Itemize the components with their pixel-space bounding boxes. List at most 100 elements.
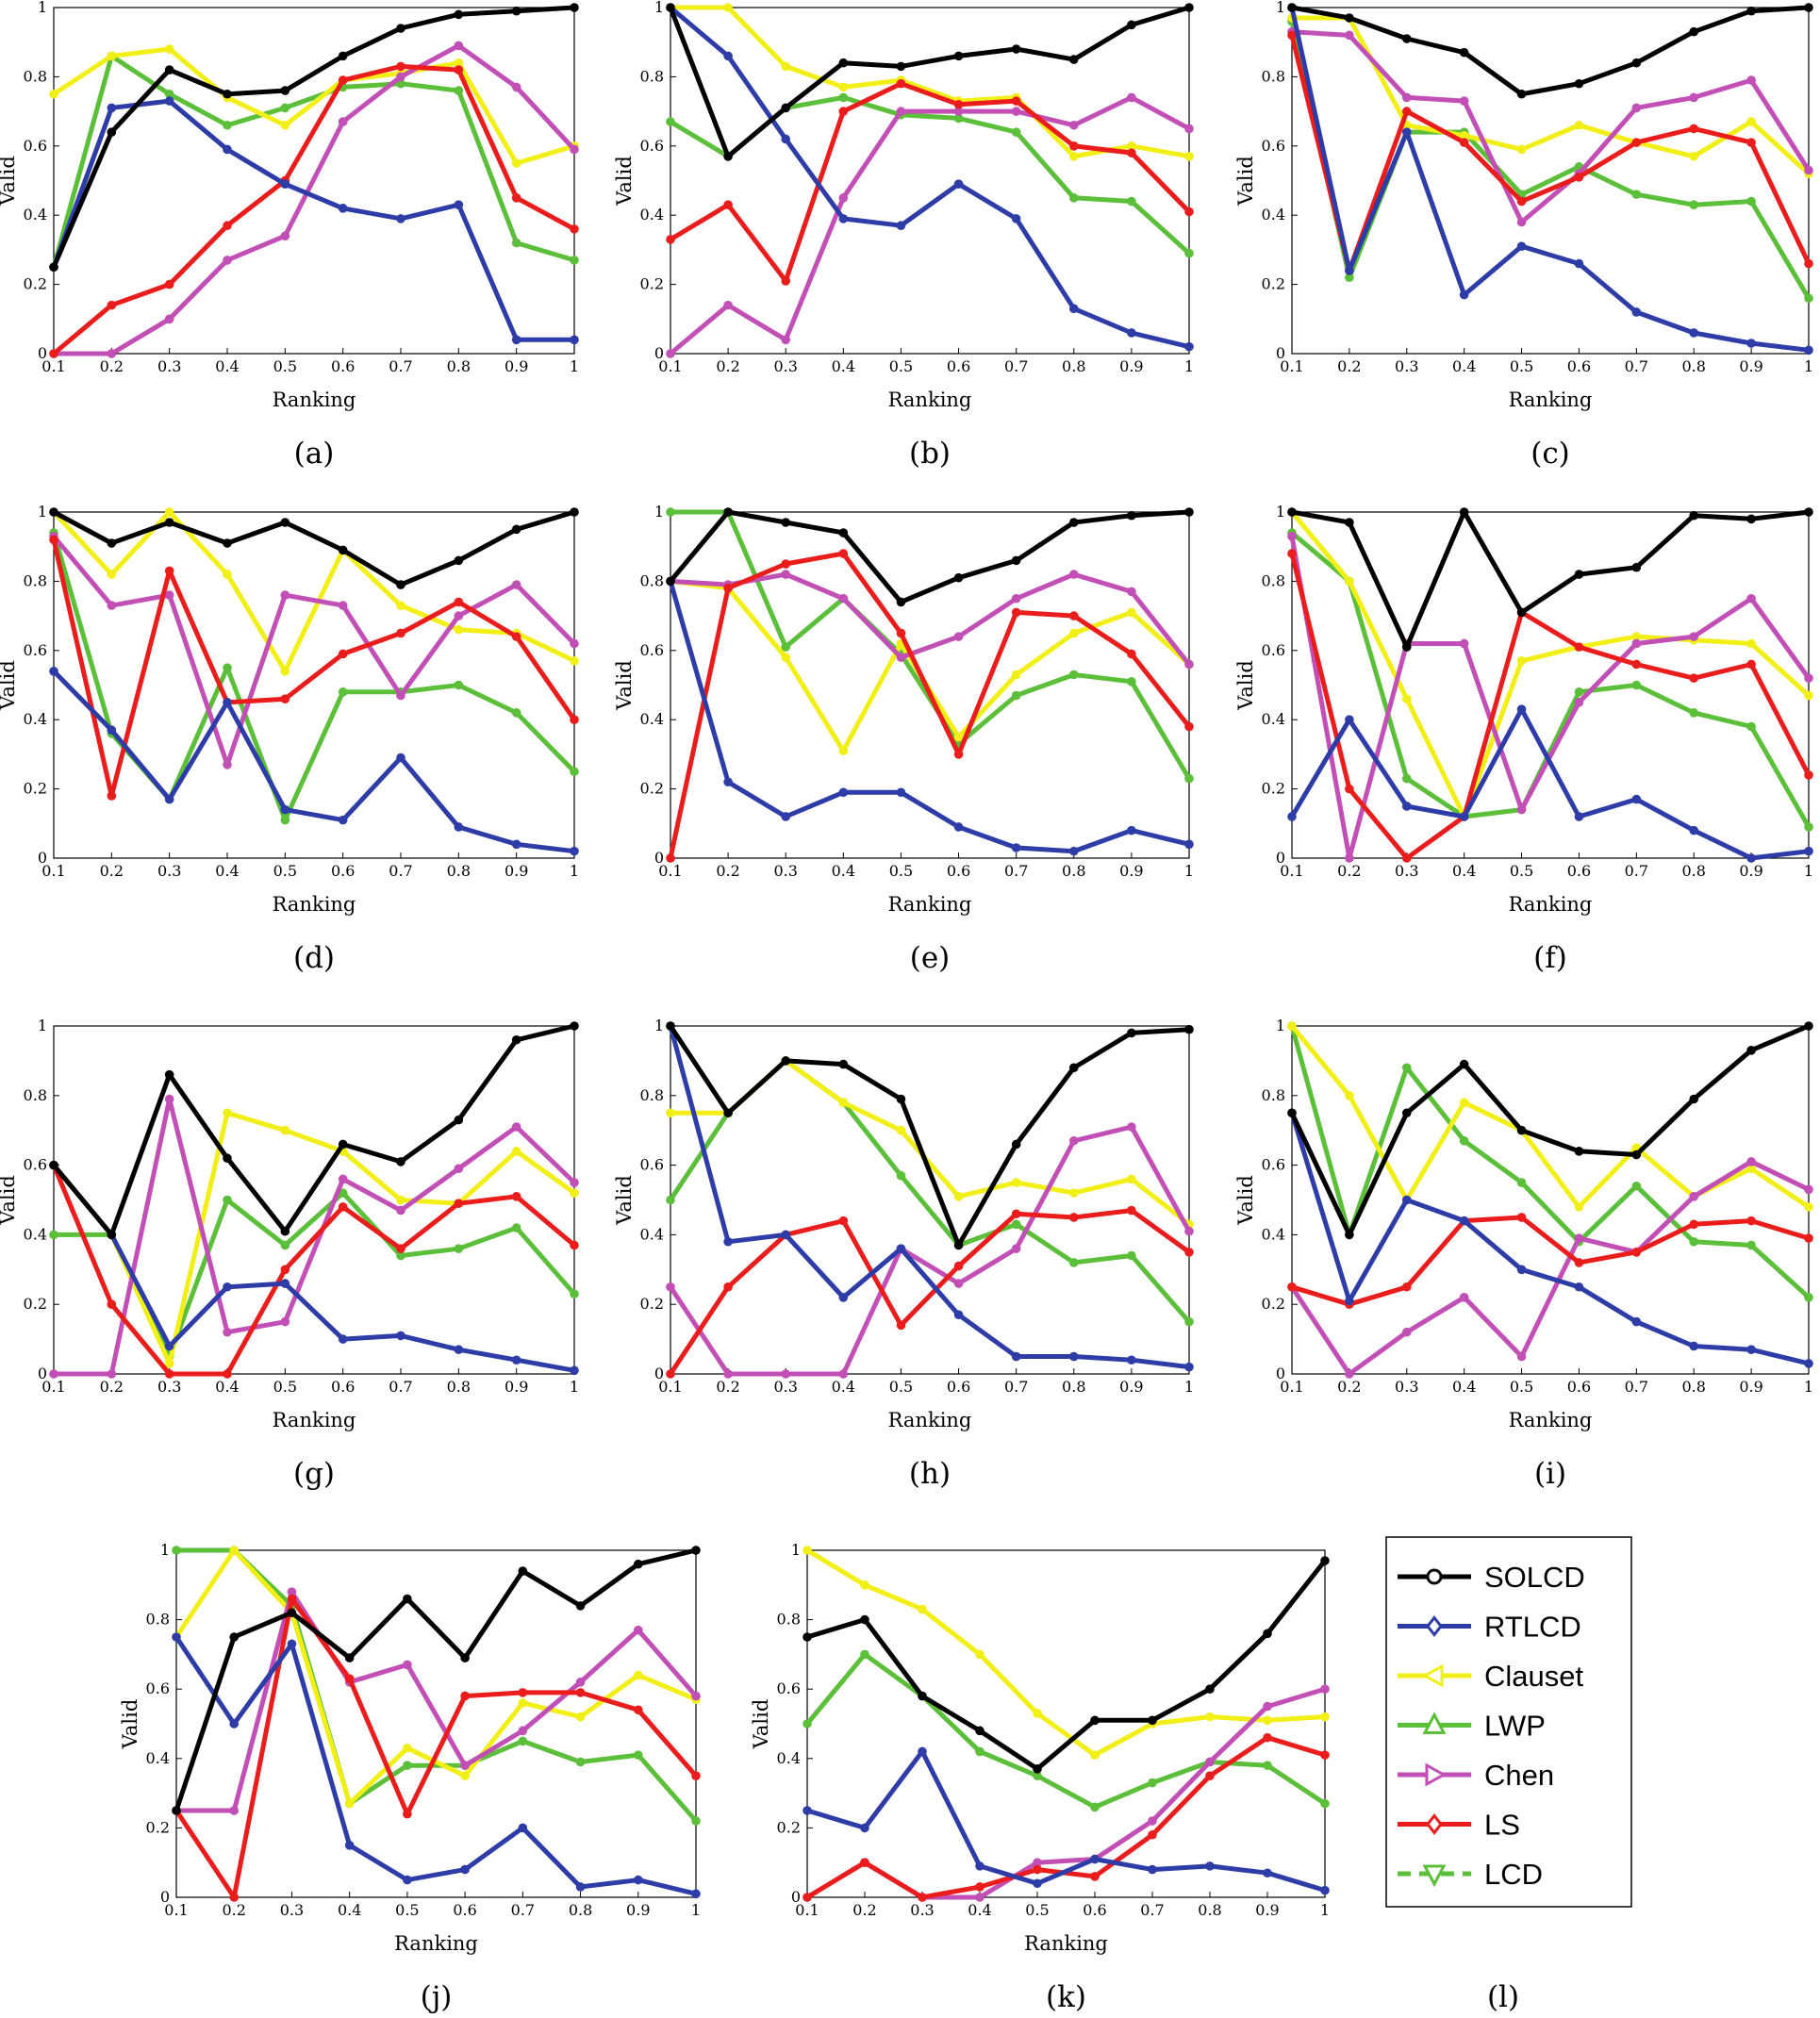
data-point-chen [1746, 1157, 1756, 1166]
data-point-lwp [338, 687, 348, 697]
data-point-rtlcd [1127, 1355, 1136, 1365]
data-point-clauset [1746, 117, 1756, 126]
data-point-lwp [953, 113, 964, 124]
panel-b: 0.1 0.2 0.3 0.4 0.5 0.6 0.7 0.8 0.9 1 0 0.2 0.4 0.6 0.… [613, 0, 1194, 471]
data-point-ls [918, 1893, 927, 1902]
data-point-lwp [1011, 127, 1021, 137]
data-point-rtlcd [1516, 1265, 1527, 1275]
data-point-ls [1574, 173, 1584, 182]
data-point-solcd [1574, 78, 1584, 89]
data-point-lwp [1184, 1316, 1194, 1327]
data-point-chen [511, 82, 521, 92]
panel-c: 0.1 0.2 0.3 0.4 0.5 0.6 0.7 0.8 0.9 1 0 0.2 0.4 0.6 0.… [1234, 0, 1813, 471]
x-tick-label: 0.2 [716, 357, 739, 375]
data-point-rtlcd [1090, 1854, 1100, 1864]
x-axis-label: Ranking [394, 1932, 478, 1955]
data-point-lwp [1746, 196, 1756, 207]
data-point-clauset [1011, 670, 1021, 680]
y-tick-label: 0.4 [777, 1749, 801, 1767]
data-point-lwp [1345, 273, 1354, 283]
y-tick-label: 0.8 [640, 571, 664, 589]
axes-box [1291, 511, 1810, 859]
data-point-solcd [1263, 1629, 1272, 1639]
data-point-solcd [338, 1139, 348, 1150]
data-point-ls [1148, 1829, 1157, 1840]
data-point-ls [1574, 1258, 1584, 1267]
series-ls [49, 535, 579, 801]
data-point-rtlcd [511, 335, 521, 345]
data-point-solcd [1746, 1046, 1756, 1055]
y-tick-label: 0 [38, 344, 47, 362]
diamond-marker-icon [1426, 1615, 1443, 1637]
data-point-clauset [781, 653, 791, 662]
data-point-ls [1068, 1213, 1079, 1222]
data-point-clauset [49, 89, 58, 99]
series-line-ls [51, 63, 577, 356]
data-point-ls [396, 628, 405, 638]
x-tick-label: 0.9 [1255, 1901, 1279, 1919]
data-point-ls [49, 349, 58, 358]
data-point-rtlcd [570, 335, 579, 345]
y-tick-label: 0.4 [640, 1225, 664, 1243]
panel-h: 0.1 0.2 0.3 0.4 0.5 0.6 0.7 0.8 0.9 1 0 0.2 0.4 0.6 0.… [613, 1017, 1194, 1491]
data-point-clauset [164, 507, 174, 517]
data-point-clauset [570, 1188, 579, 1198]
legend-entry-clauset: Clauset [1398, 1660, 1583, 1693]
data-point-ls [1090, 1872, 1100, 1881]
series-solcd [666, 3, 1194, 161]
y-axis-label: Valid [613, 156, 636, 207]
y-tick-label: 0 [654, 344, 664, 362]
data-point-rtlcd [691, 1889, 701, 1899]
series-clauset [666, 576, 1194, 756]
data-point-chen [460, 1761, 470, 1770]
data-point-lwp [1804, 1293, 1813, 1302]
data-point-rtlcd [838, 787, 849, 798]
y-tick-label: 0 [38, 1365, 47, 1382]
data-point-chen [1184, 124, 1194, 134]
x-tick-label: 0.4 [832, 1378, 855, 1396]
data-point-clauset [1574, 120, 1584, 130]
data-point-clauset [570, 656, 579, 666]
legend: SOLCD RTLCD Clauset LWP Chen LS LCD (l) [1385, 1536, 1632, 2014]
x-tick-label: 0.2 [100, 357, 124, 375]
data-point-rtlcd [280, 179, 290, 189]
series-line-ls [174, 1596, 699, 1900]
data-point-lwp [1689, 708, 1699, 718]
x-tick-label: 0.5 [273, 1378, 297, 1396]
data-point-clauset [1127, 607, 1136, 618]
series-line-ls [1289, 1215, 1812, 1307]
legend-label: RTLCD [1484, 1611, 1581, 1644]
x-tick-label: 0.5 [889, 862, 913, 880]
data-point-chen [1148, 1816, 1157, 1826]
data-point-ls [953, 99, 964, 109]
panel-d: 0.1 0.2 0.3 0.4 0.5 0.6 0.7 0.8 0.9 1 0 0.2 0.4 0.6 0.… [0, 503, 579, 975]
data-point-solcd [107, 538, 117, 548]
panel-g: 0.1 0.2 0.3 0.4 0.5 0.6 0.7 0.8 0.9 1 0 0.2 0.4 0.6 0.… [0, 1017, 579, 1491]
data-point-solcd [338, 51, 348, 61]
y-tick-label: 0.2 [1262, 275, 1285, 293]
data-point-rtlcd [1804, 345, 1813, 356]
x-tick-label: 0.4 [832, 862, 855, 880]
data-point-ls [1746, 659, 1756, 670]
data-point-solcd [1011, 1139, 1021, 1150]
data-point-rtlcd [723, 1236, 733, 1247]
data-point-clauset [1068, 152, 1079, 161]
data-point-clauset [1345, 1091, 1354, 1100]
x-tick-label: 0.2 [222, 1901, 245, 1919]
data-point-rtlcd [896, 787, 906, 798]
series-line-clauset [668, 1058, 1192, 1227]
series-solcd [666, 507, 1194, 607]
data-point-solcd [1345, 518, 1354, 527]
y-tick-label: 0 [1276, 849, 1285, 867]
data-point-solcd [454, 1115, 464, 1125]
data-point-clauset [896, 1125, 906, 1135]
data-point-clauset [838, 1098, 849, 1107]
data-point-clauset [1746, 1164, 1756, 1174]
legend-label: Clauset [1484, 1660, 1583, 1693]
series-line-rtlcd [668, 5, 1192, 350]
data-point-solcd [1184, 507, 1194, 517]
y-tick-label: 0.4 [640, 710, 664, 728]
series-line-clauset [668, 578, 1192, 753]
data-point-lwp [896, 1170, 906, 1181]
y-tick-label: 0.8 [640, 67, 664, 85]
